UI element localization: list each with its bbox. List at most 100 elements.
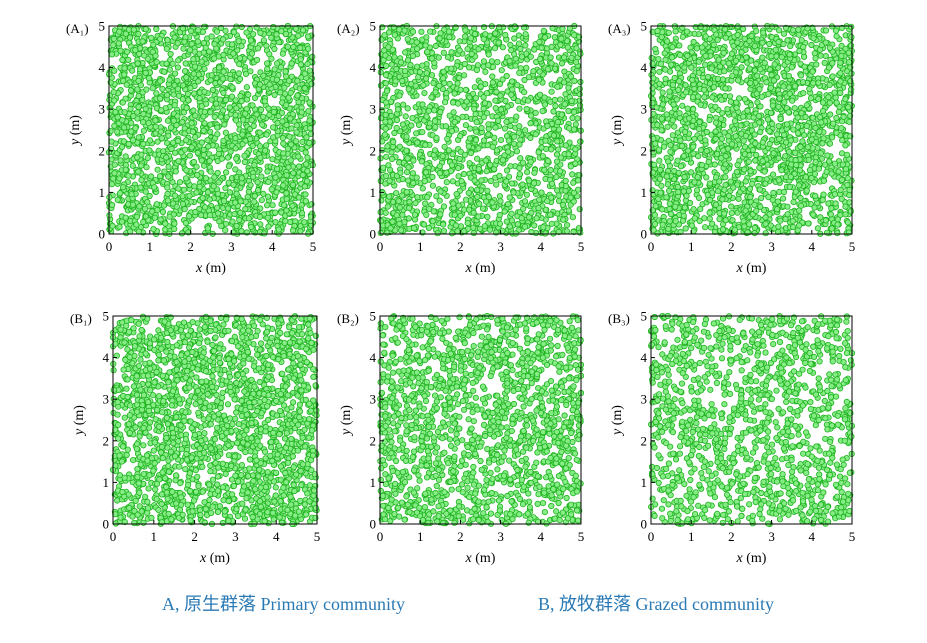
data-point <box>280 140 287 147</box>
data-point <box>247 68 254 75</box>
data-point <box>297 44 304 52</box>
data-point <box>377 82 385 89</box>
data-point <box>140 110 147 118</box>
data-point <box>153 58 160 66</box>
data-point <box>108 181 116 188</box>
data-point <box>205 143 212 150</box>
data-point <box>414 194 421 201</box>
data-point <box>159 208 167 216</box>
data-point <box>436 82 443 89</box>
data-point <box>531 46 538 53</box>
data-point <box>403 189 410 196</box>
data-point <box>221 121 228 128</box>
data-point <box>260 190 267 197</box>
data-point <box>482 31 489 38</box>
data-point <box>675 169 682 176</box>
data-point <box>172 168 179 175</box>
data-point <box>302 198 309 205</box>
data-point <box>522 31 529 38</box>
data-point <box>446 112 453 119</box>
data-point <box>415 74 422 81</box>
data-point <box>402 49 409 56</box>
data-point <box>450 200 457 207</box>
data-point <box>159 85 166 93</box>
data-point <box>377 69 384 76</box>
data-point <box>215 179 222 186</box>
data-point <box>749 146 757 154</box>
data-point <box>421 178 428 185</box>
data-point <box>466 160 473 167</box>
data-point <box>198 139 205 146</box>
data-point <box>250 31 257 38</box>
data-point <box>462 27 469 34</box>
data-point <box>164 184 171 191</box>
data-point <box>140 119 147 126</box>
data-point <box>721 68 728 75</box>
data-point <box>393 116 401 124</box>
data-point <box>288 60 295 67</box>
data-point <box>514 82 521 89</box>
data-point <box>527 53 534 60</box>
data-point <box>548 43 555 51</box>
data-point <box>142 26 149 33</box>
data-point <box>790 199 797 206</box>
data-point <box>122 153 129 160</box>
data-point <box>399 121 406 128</box>
data-point <box>158 135 165 142</box>
data-point <box>195 78 202 85</box>
data-point <box>779 195 787 202</box>
data-point <box>401 68 409 75</box>
data-point <box>760 29 767 36</box>
data-point <box>432 42 439 50</box>
data-point <box>256 81 264 88</box>
data-point <box>198 157 205 164</box>
data-point <box>220 68 227 75</box>
data-point <box>440 203 448 210</box>
data-point <box>554 187 561 194</box>
data-point <box>232 199 239 206</box>
data-points <box>105 22 316 237</box>
data-point <box>519 159 527 166</box>
data-point <box>223 114 230 121</box>
data-point <box>382 125 389 132</box>
data-point <box>577 138 584 145</box>
data-point <box>847 42 855 49</box>
data-point <box>133 221 140 228</box>
x-tick-label: 3 <box>228 239 235 254</box>
data-point <box>555 192 562 199</box>
data-point <box>538 44 545 52</box>
data-point <box>174 64 181 71</box>
data-point <box>521 89 528 96</box>
data-point <box>448 230 456 237</box>
data-point <box>410 157 417 164</box>
data-point <box>258 173 265 180</box>
data-point <box>465 64 473 71</box>
data-point <box>190 70 197 77</box>
data-point <box>245 215 252 222</box>
data-point <box>186 192 193 199</box>
data-point <box>437 211 444 218</box>
data-point <box>432 124 439 131</box>
data-point <box>577 78 584 86</box>
data-point <box>210 183 217 190</box>
data-point <box>430 208 437 215</box>
data-point <box>295 32 302 39</box>
data-point <box>168 145 175 152</box>
data-point <box>181 130 188 137</box>
data-point <box>260 37 267 44</box>
data-point <box>306 125 314 132</box>
data-point <box>464 220 471 227</box>
data-point <box>261 230 268 237</box>
data-point <box>399 192 406 199</box>
data-point <box>434 230 441 237</box>
data-point <box>211 55 218 62</box>
data-point <box>290 43 297 51</box>
data-point <box>525 74 533 81</box>
data-point <box>669 132 677 139</box>
data-point <box>187 27 195 35</box>
data-point <box>535 76 543 83</box>
data-point <box>151 214 158 221</box>
data-point <box>489 199 496 206</box>
data-point <box>511 133 518 140</box>
data-point <box>548 220 555 227</box>
